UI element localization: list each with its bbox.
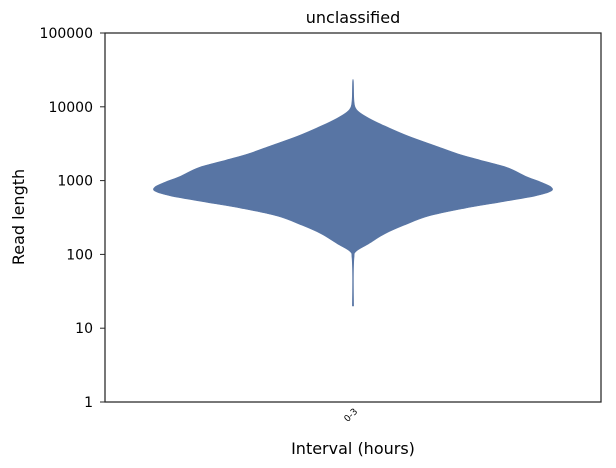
y-tick-label: 100000	[40, 26, 93, 42]
chart-title: unclassified	[306, 8, 401, 27]
x-tick-label: 0-3	[343, 407, 360, 424]
plot-area	[153, 79, 553, 307]
y-tick-label: 1	[84, 395, 93, 411]
y-tick-label: 100	[66, 247, 93, 263]
y-axis-ticks: 1 10 100 1000 10000 100000	[40, 26, 105, 411]
y-tick-label: 10000	[48, 100, 93, 116]
x-axis-label: Interval (hours)	[291, 439, 415, 458]
y-tick-label: 10	[75, 321, 93, 337]
y-tick-label: 1000	[57, 174, 93, 190]
x-axis-ticks: 0-3	[343, 407, 360, 424]
violin-0-3	[153, 79, 553, 307]
y-axis-label: Read length	[9, 169, 28, 265]
axes-frame	[104, 32, 602, 403]
